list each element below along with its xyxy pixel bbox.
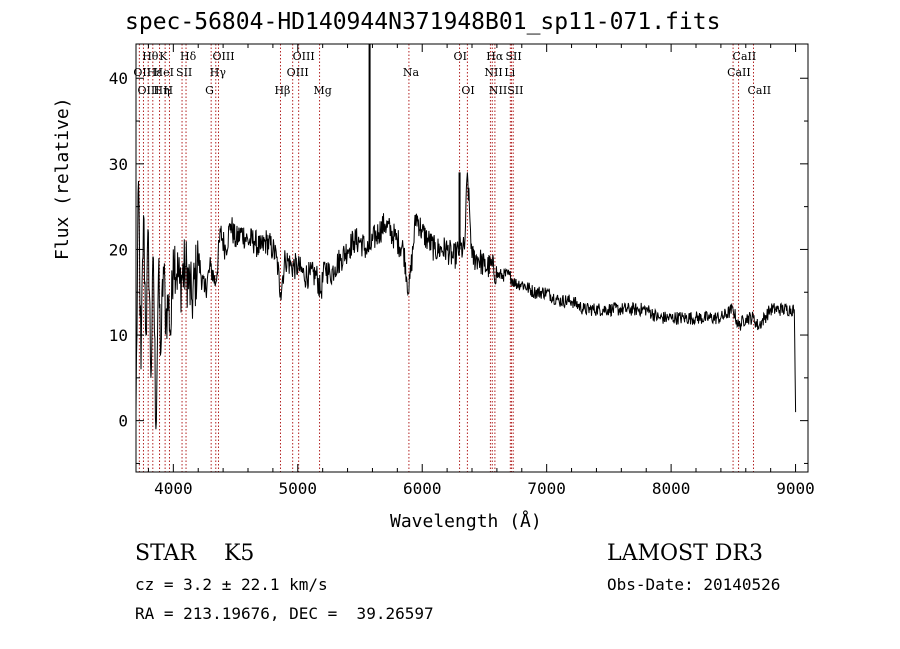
line-label: Hθ — [142, 50, 159, 63]
x-tick-label-1: 5000 — [279, 479, 318, 498]
chart-title: spec-56804-HD140944N371948B01_sp11-071.f… — [125, 9, 721, 35]
annotation-obs-date: Obs-Date: 20140526 — [607, 575, 781, 594]
line-label: CaII — [732, 50, 757, 63]
annotation-redshift: cz = 3.2 ± 22.1 km/s — [135, 575, 328, 594]
x-tick-label-4: 8000 — [652, 479, 691, 498]
line-label: OI — [461, 84, 475, 97]
series-flux-line — [135, 172, 797, 430]
line-label: OIII — [286, 66, 309, 79]
line-label: NII — [484, 66, 503, 79]
line-label: Mg — [313, 84, 332, 97]
line-label: SII — [507, 84, 524, 97]
line-label: OIII — [137, 84, 160, 97]
line-label: SII — [176, 66, 193, 79]
line-label: G — [205, 84, 214, 97]
line-label: Li — [504, 66, 516, 79]
x-tick-label-5: 9000 — [776, 479, 815, 498]
line-label: Na — [402, 66, 420, 79]
line-label: OII — [133, 66, 152, 79]
x-tick-label-0: 4000 — [154, 479, 193, 498]
y-tick-label-0: 0 — [118, 412, 128, 431]
line-label: OIII — [292, 50, 315, 63]
line-label: CaII — [727, 66, 751, 79]
line-label: Hγ — [209, 66, 226, 79]
y-axis-label: Flux (relative) — [52, 97, 73, 260]
plot-frame — [135, 43, 809, 473]
axis-ticks: 4000 5000 6000 7000 8000 9000 0 10 20 30 40 — [109, 44, 815, 498]
annotation-object-type: STAR K5 — [135, 541, 255, 566]
line-label: Hδ — [180, 50, 197, 63]
line-label: Hβ — [274, 84, 291, 97]
x-tick-label-3: 7000 — [527, 479, 566, 498]
line-label: Hε — [146, 66, 163, 79]
line-label: K — [159, 50, 168, 63]
line-label: Hα — [486, 50, 504, 63]
line-markers — [138, 44, 754, 472]
line-label: OIII — [212, 50, 235, 63]
x-axis-label: Wavelength (Å) — [390, 511, 542, 532]
line-label: SII — [505, 50, 522, 63]
x-tick-label-2: 6000 — [403, 479, 442, 498]
line-label: H — [163, 84, 174, 97]
y-tick-label-3: 30 — [109, 155, 128, 174]
line-label: OI — [453, 50, 467, 63]
annotation-coordinates: RA = 213.19676, DEC = 39.26597 — [135, 604, 434, 623]
series-group — [135, 44, 797, 430]
line-label: Hη — [153, 84, 170, 97]
line-label: NII — [488, 84, 508, 97]
y-tick-label-1: 10 — [109, 326, 128, 345]
line-label: CaII — [747, 84, 772, 97]
y-tick-label-2: 20 — [109, 240, 128, 259]
y-tick-label-4: 40 — [109, 69, 128, 88]
annotation-survey: LAMOST DR3 — [607, 541, 763, 566]
line-label: HeI — [153, 66, 174, 79]
